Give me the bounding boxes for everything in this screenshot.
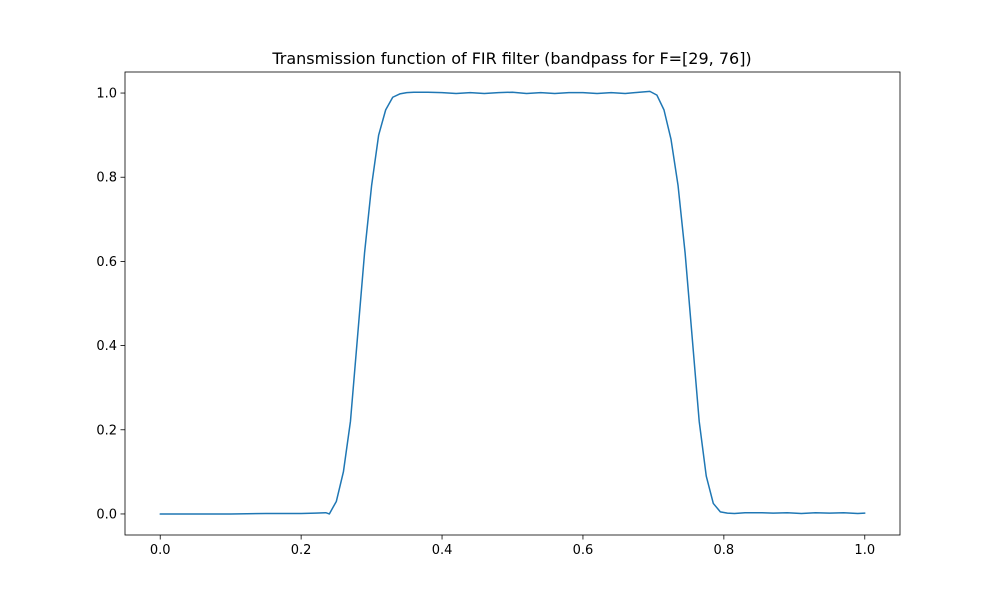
x-tick-label: 0.2 xyxy=(291,543,312,558)
chart-title: Transmission function of FIR filter (ban… xyxy=(271,49,751,68)
x-tick-label: 0.6 xyxy=(573,543,594,558)
y-tick-label: 0.2 xyxy=(96,423,117,438)
y-tick-label: 0.4 xyxy=(96,339,117,354)
plot-area: 0.0 0.2 0.4 0.6 0.8 1.0 0.0 0.2 0.4 0.6 0.8 1.0 xyxy=(96,71,901,558)
y-tick-label: 0.0 xyxy=(96,507,117,522)
x-tick-label: 0.4 xyxy=(432,543,453,558)
y-tick-label: 0.6 xyxy=(96,255,117,270)
x-tick-label: 0.0 xyxy=(150,543,171,558)
x-tick-label: 1.0 xyxy=(854,543,875,558)
series-line-0 xyxy=(159,90,866,515)
x-tick-label: 0.8 xyxy=(714,543,735,558)
y-tick-label: 1.0 xyxy=(96,87,117,102)
axes-frame xyxy=(124,71,901,536)
y-tick-label: 0.8 xyxy=(96,171,117,186)
